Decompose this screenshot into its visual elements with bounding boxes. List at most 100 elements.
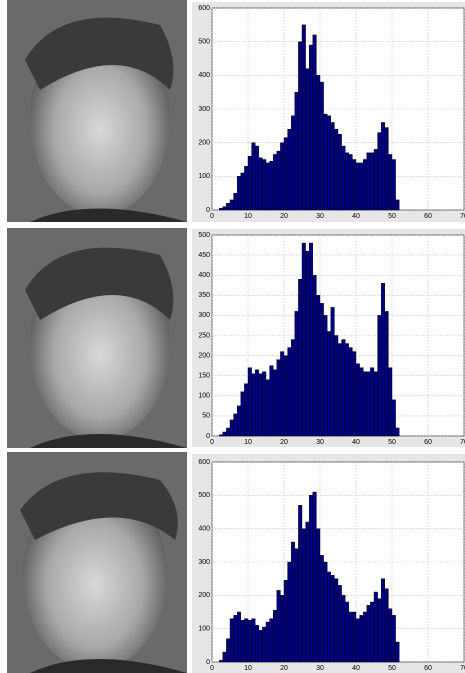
x-tick-label: 70 bbox=[460, 665, 465, 672]
x-tick-label: 0 bbox=[210, 665, 214, 672]
histogram-bar bbox=[259, 158, 263, 210]
histogram-bar bbox=[262, 372, 266, 436]
histogram-bar bbox=[338, 344, 342, 436]
histogram-bar bbox=[313, 492, 317, 662]
histogram-bar bbox=[237, 176, 241, 210]
histogram-bar bbox=[295, 92, 299, 210]
histogram-bar bbox=[378, 133, 382, 210]
y-tick-label: 450 bbox=[198, 252, 210, 259]
histogram-bar bbox=[244, 384, 248, 436]
y-tick-label: 400 bbox=[198, 72, 210, 79]
x-tick-label: 20 bbox=[280, 213, 288, 220]
x-tick-label: 40 bbox=[352, 665, 360, 672]
histogram-bar bbox=[291, 340, 295, 436]
histogram-bar bbox=[230, 200, 234, 210]
histogram-bar bbox=[234, 615, 238, 662]
histogram-bar bbox=[273, 610, 277, 662]
x-tick-label: 40 bbox=[352, 213, 360, 220]
histogram-bar bbox=[363, 612, 367, 662]
histogram-bar bbox=[388, 368, 392, 436]
histogram-bar bbox=[295, 549, 299, 662]
histogram-bar bbox=[234, 414, 238, 436]
histogram-bar bbox=[363, 160, 367, 211]
histogram-bar bbox=[381, 122, 385, 210]
histogram-bar bbox=[381, 579, 385, 662]
histogram-bar bbox=[284, 138, 288, 210]
x-tick-label: 70 bbox=[460, 439, 465, 446]
histogram-bar bbox=[331, 307, 335, 436]
histogram-bar bbox=[298, 279, 302, 436]
histogram-bar bbox=[320, 555, 324, 662]
histogram-bar bbox=[352, 160, 356, 211]
x-tick-label: 60 bbox=[424, 665, 432, 672]
histogram-bar bbox=[306, 69, 310, 210]
x-tick-label: 50 bbox=[388, 213, 396, 220]
y-tick-label: 100 bbox=[198, 393, 210, 400]
histogram-bar bbox=[259, 630, 263, 662]
histogram-chart: 0501001502002503003504004505000102030405… bbox=[192, 229, 465, 447]
histogram-bar bbox=[288, 129, 292, 210]
histogram-bar bbox=[342, 340, 346, 436]
x-tick-label: 10 bbox=[244, 665, 252, 672]
histogram-bar bbox=[331, 122, 335, 210]
face-photo bbox=[7, 0, 187, 222]
histogram-bar bbox=[252, 374, 256, 436]
histogram-bar bbox=[284, 580, 288, 662]
y-tick-label: 300 bbox=[198, 312, 210, 319]
y-tick-label: 200 bbox=[198, 592, 210, 599]
histogram-bar bbox=[324, 562, 328, 662]
y-tick-label: 150 bbox=[198, 373, 210, 380]
histogram-bar bbox=[360, 368, 364, 436]
y-tick-label: 400 bbox=[198, 526, 210, 533]
histogram-bar bbox=[230, 619, 234, 662]
x-tick-label: 10 bbox=[244, 439, 252, 446]
histogram-bar bbox=[277, 151, 281, 210]
histogram-bar bbox=[309, 495, 313, 662]
histogram-bar bbox=[248, 620, 252, 662]
x-tick-label: 30 bbox=[316, 439, 324, 446]
figure: 0100200300400500600010203040506070050100… bbox=[0, 0, 465, 673]
histogram-bar bbox=[374, 592, 378, 662]
histogram-bar bbox=[356, 163, 360, 210]
x-tick-label: 60 bbox=[424, 439, 432, 446]
histogram-bar bbox=[244, 166, 248, 210]
histogram-bar bbox=[226, 203, 230, 210]
histogram-bar bbox=[396, 428, 400, 436]
x-tick-label: 10 bbox=[244, 213, 252, 220]
histogram-bar bbox=[327, 572, 331, 662]
histogram-bar bbox=[309, 45, 313, 210]
histogram-bar bbox=[345, 602, 349, 662]
x-tick-label: 0 bbox=[210, 213, 214, 220]
histogram-bar bbox=[266, 622, 270, 662]
histogram-bar bbox=[370, 153, 374, 210]
histogram-bar bbox=[367, 153, 371, 210]
histogram-bar bbox=[252, 619, 256, 662]
histogram-bar bbox=[241, 620, 245, 662]
histogram-bar bbox=[388, 609, 392, 662]
histogram-bar bbox=[331, 575, 335, 662]
histogram-bar bbox=[392, 160, 396, 211]
histogram-bar bbox=[266, 163, 270, 210]
histogram-bar bbox=[302, 243, 306, 436]
histogram-bar bbox=[385, 589, 389, 662]
x-tick-label: 20 bbox=[280, 665, 288, 672]
histogram-bar bbox=[280, 143, 284, 210]
histogram-bar bbox=[230, 420, 234, 436]
histogram-bar bbox=[219, 660, 223, 662]
histogram-bar bbox=[356, 364, 360, 436]
histogram-bar bbox=[345, 153, 349, 210]
histogram-bar bbox=[360, 163, 364, 210]
histogram-bar bbox=[302, 25, 306, 210]
histogram-bar bbox=[313, 275, 317, 436]
histogram-bar bbox=[277, 360, 281, 436]
histogram-bar bbox=[302, 529, 306, 662]
histogram-bar bbox=[320, 82, 324, 210]
histogram-bar bbox=[241, 173, 245, 210]
histogram-bar bbox=[320, 303, 324, 436]
histogram-bar bbox=[309, 243, 313, 436]
histogram-bar bbox=[273, 154, 277, 210]
histogram-bar bbox=[226, 428, 230, 436]
histogram-bar bbox=[338, 134, 342, 210]
